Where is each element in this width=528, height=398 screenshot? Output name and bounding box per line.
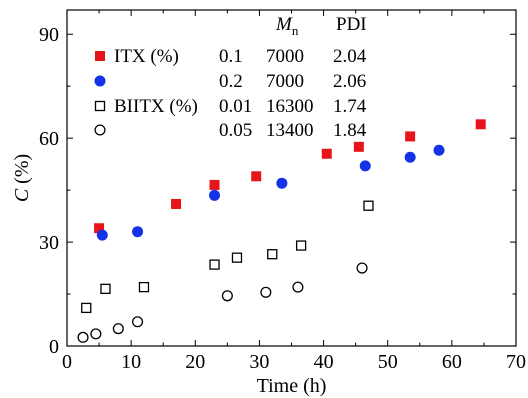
data-point xyxy=(209,189,221,201)
data-point xyxy=(100,283,111,294)
data-point xyxy=(292,281,304,293)
y-tick-label: 60 xyxy=(39,128,59,150)
legend-pdi: 2.04 xyxy=(333,46,367,67)
data-point xyxy=(81,302,92,314)
y-tick-label: 0 xyxy=(49,336,59,358)
mn-symbol: M xyxy=(275,14,293,35)
series-2 xyxy=(81,200,374,314)
x-axis-label: Time (h) xyxy=(257,375,327,397)
x-tick-label: 20 xyxy=(185,351,205,373)
legend-pdi: 1.84 xyxy=(333,120,367,141)
data-point xyxy=(231,252,243,263)
legend: Mn PDI ITX (%) 0.1 7000 2.04 0.2 7000 2.06 BIITX … xyxy=(94,14,367,141)
data-point xyxy=(94,223,105,234)
data-point xyxy=(353,141,364,152)
legend-marker xyxy=(94,124,106,136)
data-point xyxy=(132,226,144,238)
data-point xyxy=(405,131,416,142)
legend-marker xyxy=(94,100,106,112)
legend-concentration: 0.01 xyxy=(219,96,252,117)
data-point xyxy=(112,323,124,335)
legend-header-mn: Mn xyxy=(275,14,299,38)
data-point xyxy=(363,200,374,211)
data-point xyxy=(267,249,278,260)
data-point xyxy=(404,151,416,163)
legend-concentration: 0.05 xyxy=(219,120,252,141)
legend-concentration: 0.1 xyxy=(219,46,243,67)
series-1 xyxy=(96,144,445,241)
data-point xyxy=(138,281,150,293)
data-point xyxy=(321,148,332,159)
x-tick-label: 40 xyxy=(314,351,334,373)
data-point xyxy=(295,240,307,251)
legend-concentration: 0.2 xyxy=(219,71,243,92)
x-tick-label: 50 xyxy=(378,351,398,373)
data-point xyxy=(221,290,233,302)
legend-mn: 7000 xyxy=(266,71,304,92)
data-point xyxy=(359,160,371,172)
x-tick-label: 70 xyxy=(506,351,526,373)
legend-mn: 7000 xyxy=(266,46,304,67)
y-axis-label-main: C xyxy=(11,188,33,202)
legend-pdi: 2.06 xyxy=(333,71,366,92)
y-tick-label: 90 xyxy=(39,24,59,46)
data-point xyxy=(475,119,486,130)
legend-mn: 16300 xyxy=(266,96,314,117)
y-axis-label-unit: (%) xyxy=(11,154,33,189)
data-point xyxy=(132,316,144,328)
data-points xyxy=(77,119,486,343)
x-tick-label: 0 xyxy=(62,351,72,373)
series-0 xyxy=(94,119,486,234)
data-point xyxy=(251,171,262,182)
ticks: 0 10 20 30 40 50 60 70 0 30 60 90 xyxy=(39,10,526,373)
data-point xyxy=(356,262,368,274)
data-point xyxy=(77,331,89,343)
data-point xyxy=(209,179,220,190)
legend-header-pdi: PDI xyxy=(336,14,367,35)
legend-marker xyxy=(95,51,105,61)
legend-series-name: BIITX (%) xyxy=(114,96,198,117)
x-tick-label: 10 xyxy=(121,351,141,373)
legend-pdi: 1.74 xyxy=(333,96,367,117)
y-axis-label: C (%) xyxy=(11,154,33,202)
data-point xyxy=(171,198,182,209)
data-point xyxy=(433,144,445,156)
legend-series-name: ITX (%) xyxy=(114,46,179,67)
data-point xyxy=(276,177,288,189)
x-tick-label: 60 xyxy=(442,351,462,373)
data-point xyxy=(209,259,220,270)
data-point xyxy=(90,328,102,340)
series-3 xyxy=(77,262,368,343)
legend-mn: 13400 xyxy=(266,120,314,141)
data-point xyxy=(260,286,272,298)
x-tick-label: 30 xyxy=(249,351,269,373)
mn-subscript: n xyxy=(292,23,299,38)
legend-marker xyxy=(94,75,106,87)
data-point xyxy=(96,229,108,241)
y-tick-label: 30 xyxy=(39,232,59,254)
